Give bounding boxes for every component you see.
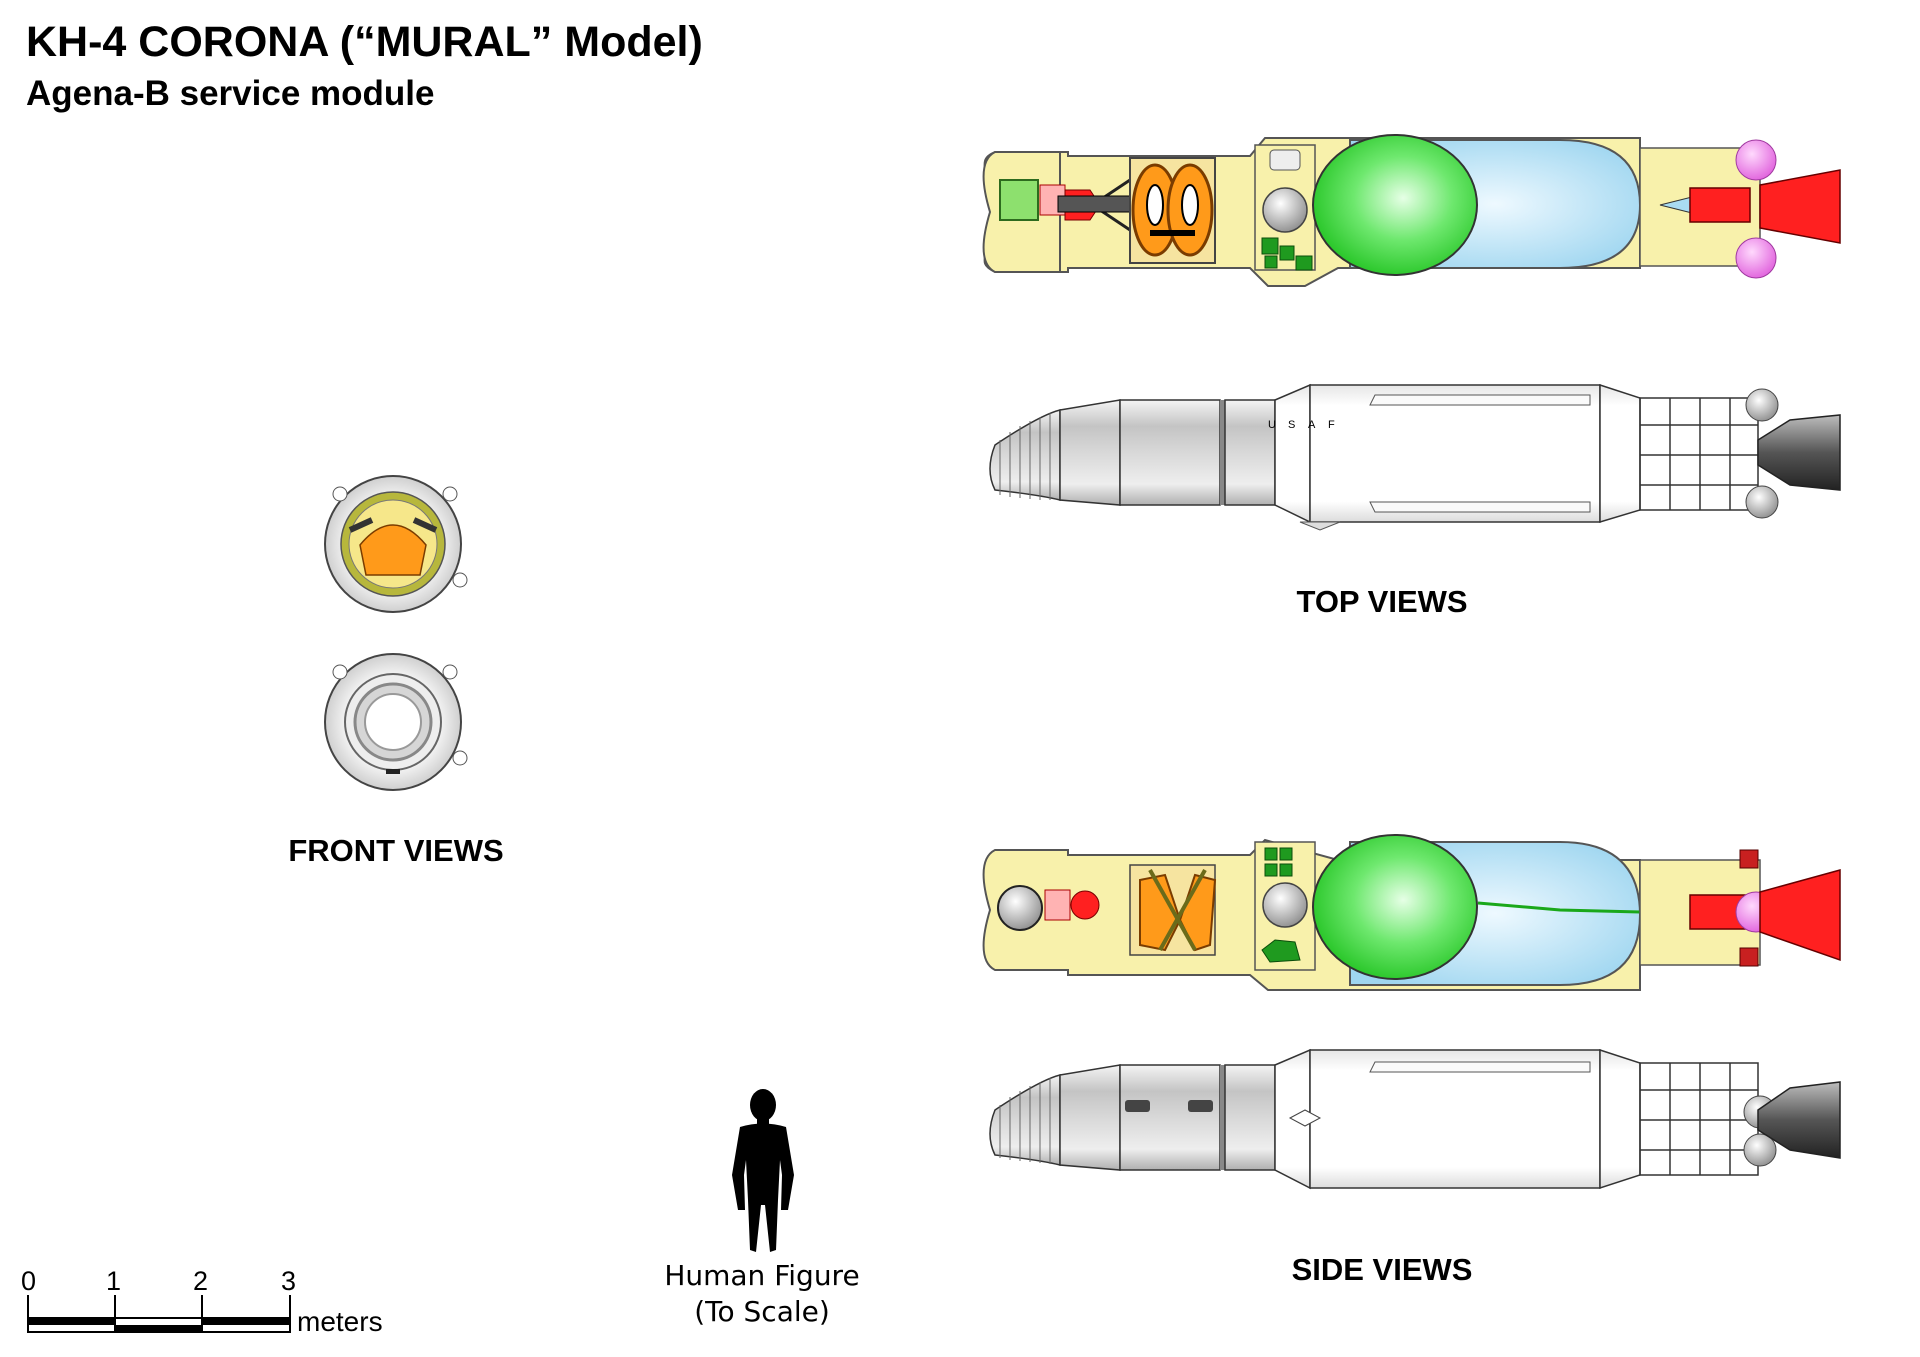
svg-text:S: S — [1288, 419, 1295, 431]
svg-text:F: F — [1328, 419, 1335, 431]
human-figure-caption-line1: Human Figure — [664, 1259, 860, 1292]
engine-nozzle-icon — [1757, 414, 1841, 491]
electronics-packages-icon — [1261, 237, 1313, 271]
front-view-cutaway — [324, 475, 468, 613]
pressure-sphere-icon — [1262, 187, 1308, 233]
engine-turbopump-icon — [1689, 187, 1751, 223]
top-view-cutaway — [982, 134, 1841, 287]
human-figure-caption: Human Figure (To Scale) — [664, 1258, 859, 1330]
engine-nozzle-icon — [1759, 869, 1841, 962]
engine-nozzle-icon — [1759, 169, 1841, 244]
side-views-label: SIDE VIEWS — [1291, 1252, 1473, 1287]
panoramic-camera-icon — [1129, 864, 1217, 956]
recovery-capsule-icon — [997, 885, 1043, 931]
camera-front-icon — [359, 524, 427, 576]
thrust-truss — [1639, 397, 1759, 511]
side-view-cutaway — [982, 834, 1841, 991]
scale-tick-2: 2 — [193, 1266, 209, 1296]
scale-unit-label: meters — [297, 1306, 383, 1337]
front-view-exterior — [324, 653, 468, 791]
oxidizer-tank — [1312, 134, 1478, 276]
human-figure-icon — [732, 1089, 794, 1252]
recovery-capsule-icon — [999, 179, 1039, 221]
top-views-label: TOP VIEWS — [1296, 584, 1468, 619]
usaf-marking: U S A F — [1268, 419, 1335, 431]
thrust-truss — [1639, 1062, 1759, 1176]
top-view-exterior: U S A F — [989, 383, 1841, 531]
svg-text:A: A — [1308, 419, 1316, 431]
side-view-exterior — [989, 1048, 1841, 1190]
front-views-label: FRONT VIEWS — [288, 833, 504, 868]
scale-tick-3: 3 — [281, 1266, 297, 1296]
svg-text:U: U — [1268, 419, 1276, 431]
oxidizer-tank — [1312, 834, 1478, 980]
panoramic-camera-icon — [1129, 157, 1216, 264]
human-figure-caption-line2: (To Scale) — [694, 1295, 830, 1328]
engine-nozzle-icon — [1757, 1081, 1841, 1159]
agena-hull — [1309, 384, 1601, 523]
agena-hull — [1309, 1049, 1601, 1189]
electronics-packages-icon — [1261, 847, 1301, 963]
page-title: KH-4 CORONA (“MURAL” Model) — [26, 18, 703, 66]
scale-tick-1: 1 — [106, 1266, 122, 1296]
scale-bar — [27, 1295, 291, 1333]
page-subtitle: Agena-B service module — [26, 74, 435, 113]
pressure-sphere-icon — [1262, 882, 1308, 928]
scale-tick-0: 0 — [21, 1266, 37, 1296]
